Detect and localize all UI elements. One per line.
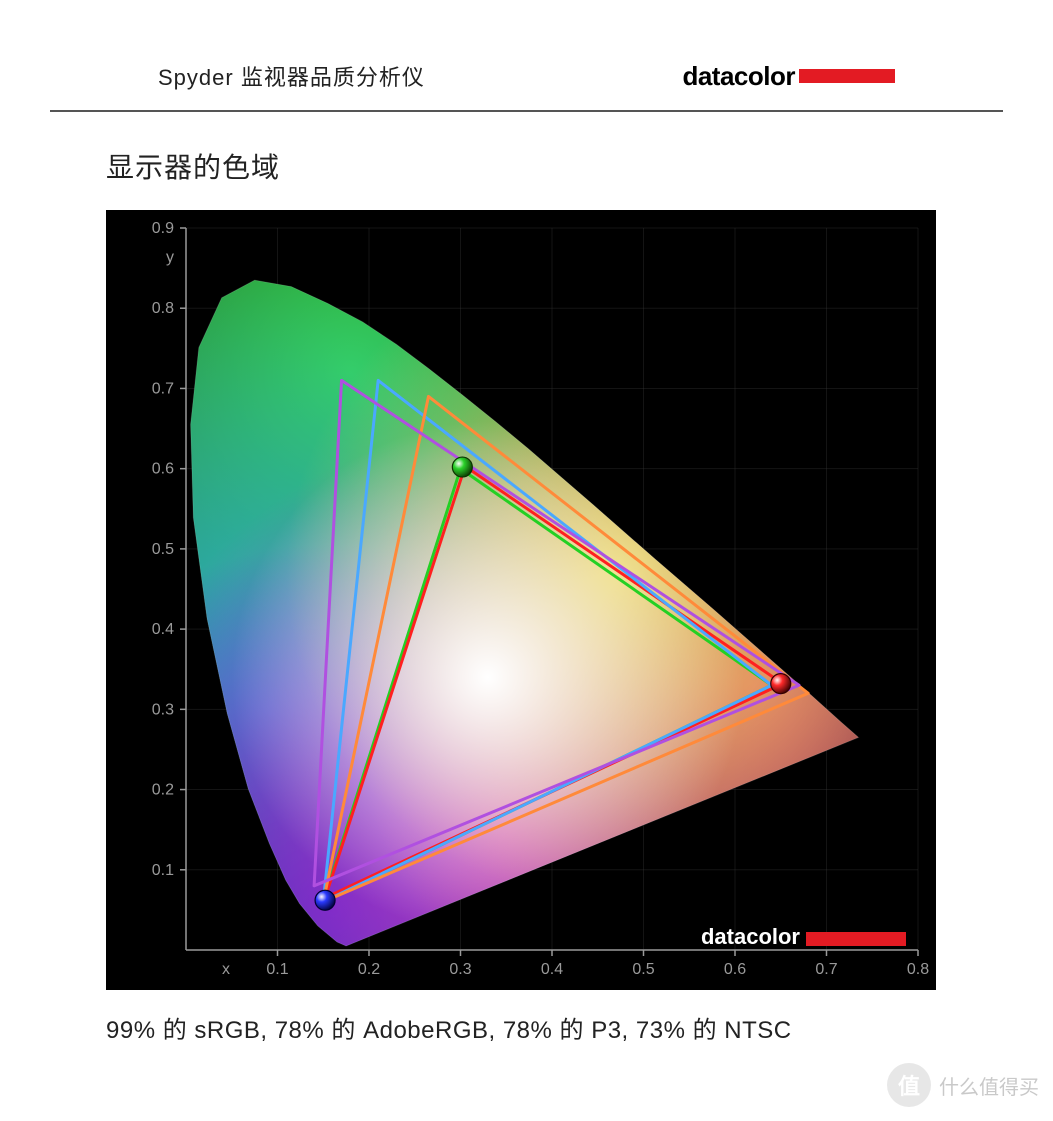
svg-text:0.1: 0.1 bbox=[152, 862, 174, 879]
svg-text:0.2: 0.2 bbox=[152, 782, 174, 799]
cie-chromaticity-chart: 0.1 0.2 0.3 0.4 0.5 0.6 0.7 0.8 0.1 0.2 0.3 0.4 0.5 0… bbox=[106, 210, 936, 990]
watermark-badge-icon: 值 bbox=[887, 1063, 931, 1107]
report-header: Spyder 监视器品质分析仪 datacolor bbox=[50, 60, 1003, 112]
svg-text:x: x bbox=[222, 961, 230, 978]
svg-text:0.7: 0.7 bbox=[815, 961, 837, 978]
svg-text:0.8: 0.8 bbox=[152, 300, 174, 317]
svg-text:0.5: 0.5 bbox=[632, 961, 654, 978]
svg-text:0.4: 0.4 bbox=[541, 961, 563, 978]
gamut-summary-line: 99% 的 sRGB, 78% 的 AdobeRGB, 78% 的 P3, 73… bbox=[106, 1010, 1003, 1045]
svg-text:y: y bbox=[166, 249, 174, 266]
svg-text:0.6: 0.6 bbox=[152, 461, 174, 478]
section-title: 显示器的色域 bbox=[106, 146, 1003, 186]
blue-primary bbox=[315, 890, 335, 910]
brand-logo: datacolor bbox=[682, 61, 895, 92]
svg-text:0.3: 0.3 bbox=[449, 961, 471, 978]
red-primary bbox=[771, 674, 791, 694]
chart-brand-text: datacolor bbox=[701, 924, 800, 949]
svg-text:0.4: 0.4 bbox=[152, 621, 174, 638]
watermark: 值 什么值得买 bbox=[887, 1063, 1039, 1107]
svg-text:0.1: 0.1 bbox=[266, 961, 288, 978]
svg-text:0.2: 0.2 bbox=[358, 961, 380, 978]
brand-text: datacolor bbox=[682, 61, 795, 92]
svg-text:0.7: 0.7 bbox=[152, 380, 174, 397]
svg-text:0.3: 0.3 bbox=[152, 701, 174, 718]
watermark-text: 什么值得买 bbox=[939, 1071, 1039, 1100]
svg-text:0.6: 0.6 bbox=[724, 961, 746, 978]
svg-text:0.5: 0.5 bbox=[152, 541, 174, 558]
chart-brand-bar-icon bbox=[806, 932, 906, 946]
svg-text:0.8: 0.8 bbox=[907, 961, 929, 978]
brand-bar-icon bbox=[799, 69, 895, 83]
svg-text:0.9: 0.9 bbox=[152, 220, 174, 237]
green-primary bbox=[452, 457, 472, 477]
header-title: Spyder 监视器品质分析仪 bbox=[158, 60, 425, 92]
